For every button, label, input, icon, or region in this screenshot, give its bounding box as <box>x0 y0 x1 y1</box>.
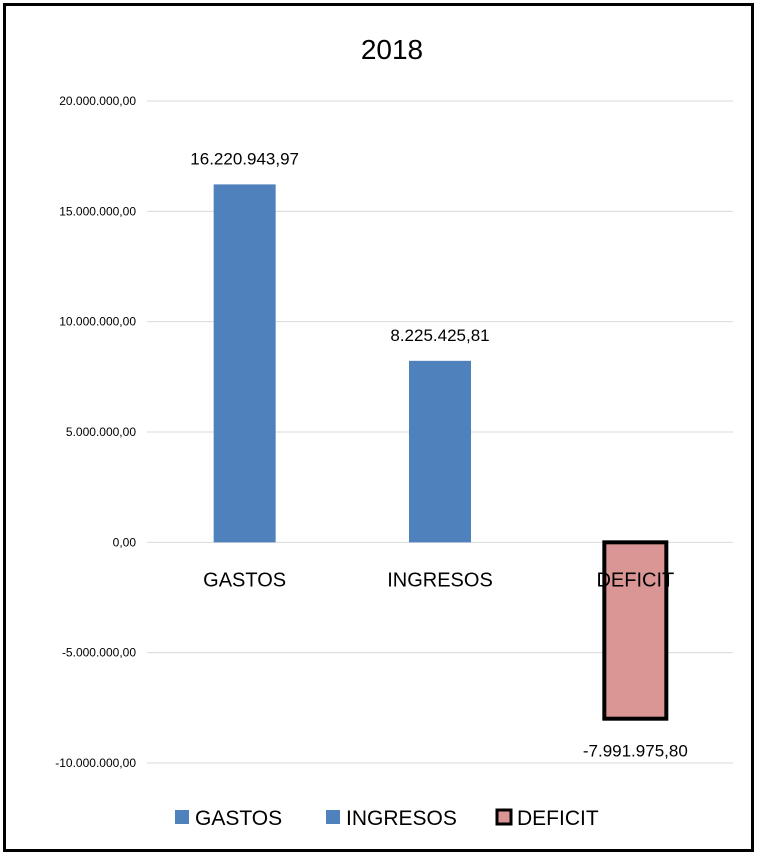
x-tick-label: GASTOS <box>203 569 286 591</box>
legend-swatch <box>175 810 189 824</box>
bars <box>213 184 669 721</box>
data-label: -7.991.975,80 <box>583 742 688 761</box>
data-label: 8.225.425,81 <box>390 326 489 345</box>
legend-swatch <box>495 808 513 826</box>
y-tick-label: 10.000.000,00 <box>59 315 136 329</box>
chart-title: 2018 <box>361 34 423 65</box>
y-tick-label: 5.000.000,00 <box>66 425 136 439</box>
legend-label: INGRESOS <box>346 807 457 830</box>
y-tick-label: -5.000.000,00 <box>62 646 136 660</box>
y-tick-label: 20.000.000,00 <box>59 94 136 108</box>
bar-ingresos <box>409 360 471 543</box>
bar-deficit <box>602 540 669 721</box>
x-tick-label: DEFICIT <box>596 569 674 591</box>
legend-label: GASTOS <box>195 807 282 830</box>
x-axis-category-labels: GASTOS INGRESOS DEFICIT <box>203 569 674 591</box>
legend: GASTOS INGRESOS DEFICIT <box>175 807 599 830</box>
y-tick-label: 15.000.000,00 <box>59 204 136 218</box>
y-tick-label: -10.000.000,00 <box>55 756 136 770</box>
legend-swatch <box>326 810 340 824</box>
y-tick-label: 0,00 <box>113 535 137 549</box>
legend-label: DEFICIT <box>517 807 599 830</box>
data-label: 16.220.943,97 <box>190 149 299 168</box>
bar-gastos <box>213 184 276 543</box>
data-labels: 16.220.943,97 8.225.425,81 -7.991.975,80 <box>190 149 687 760</box>
y-axis-tick-labels: 20.000.000,00 15.000.000,00 10.000.000,00 5… <box>55 94 136 770</box>
x-tick-label: INGRESOS <box>387 569 493 591</box>
